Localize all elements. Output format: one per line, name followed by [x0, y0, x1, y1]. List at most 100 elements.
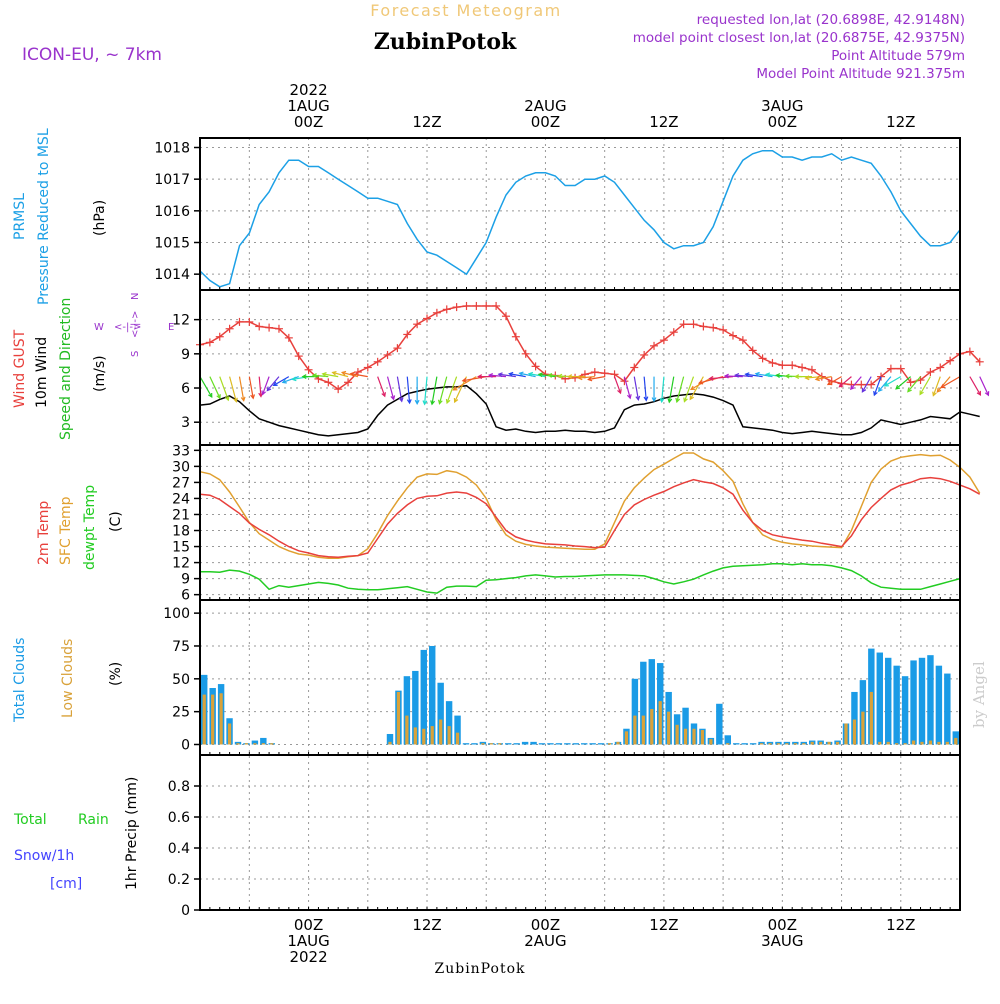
total-cloud-bar: [597, 743, 605, 745]
gust-marker: [650, 341, 659, 350]
wind10-line: [199, 384, 980, 437]
total-cloud-bar: [851, 691, 858, 745]
gust-marker: [501, 312, 510, 321]
y-tick-label: 50: [172, 672, 190, 688]
low-cloud-bar: [709, 739, 713, 745]
low-cloud-bar: [903, 743, 907, 745]
gust-marker: [363, 363, 372, 372]
gust-marker: [482, 301, 491, 310]
compass-w: W: [94, 322, 104, 333]
wind-direction-arrow: [406, 376, 412, 405]
wind-direction-arrow: [487, 372, 507, 378]
gust-marker: [807, 365, 816, 374]
wind-direction-arrow: [979, 376, 990, 397]
gust-marker: [975, 357, 984, 366]
low-cloud-bar: [692, 728, 696, 745]
low-cloud-bar: [202, 694, 206, 745]
wind-direction-arrow: [272, 376, 290, 386]
panel-frames: [199, 137, 961, 911]
wind-direction-arrow: [804, 375, 822, 381]
y-tick-label: 12: [172, 313, 190, 329]
total-cloud-bar: [437, 682, 444, 745]
wind-panel: [196, 301, 990, 437]
total-cloud-bar: [944, 673, 951, 745]
total-cloud-bar: [724, 735, 731, 745]
wind-direction-arrow: [437, 376, 448, 405]
low-cloud-bar: [633, 715, 637, 745]
wind-direction-arrow: [861, 376, 872, 393]
wind-direction-arrow: [613, 376, 622, 395]
total-cloud-bar: [910, 660, 917, 745]
wind-direction-arrow: [266, 376, 280, 392]
time-label: 00Z: [294, 113, 323, 131]
wind-direction-arrow: [567, 374, 585, 380]
wind-direction-arrow: [623, 376, 632, 400]
time-label: 2022: [289, 948, 327, 966]
y-tick-label: 0.2: [168, 872, 190, 888]
wind-direction-arrow: [477, 374, 497, 380]
low-cloud-bar: [895, 743, 899, 745]
wind-unit-label: (m/s): [92, 355, 108, 392]
low-cloud-bar: [650, 709, 654, 745]
y-tick-label: 100: [163, 606, 190, 622]
total-cloud-bar: [589, 743, 596, 745]
gust-marker: [265, 323, 274, 332]
low-cloud-bar: [244, 743, 249, 745]
snow-label: Snow/1h: [14, 848, 74, 864]
low-cloud-bar: [447, 726, 451, 745]
y-tick-label: 6: [181, 381, 190, 397]
y-tick-label: 1014: [154, 267, 190, 283]
gust-marker: [590, 368, 599, 377]
station-title: ZubinPotok: [374, 29, 517, 55]
total-cloud-bar: [648, 659, 655, 745]
wind-direction-arrow: [229, 376, 238, 403]
total-cloud-bar: [505, 743, 512, 745]
time-label: 2AUG: [524, 97, 566, 115]
wind-direction-arrow: [936, 376, 951, 393]
wind-direction-arrow: [321, 372, 339, 378]
low-cloud-bar: [911, 740, 916, 745]
y-axis-ticks: 1014101510161017101836912691215182124273…: [154, 141, 200, 919]
cloud-unit-label: (%): [108, 662, 124, 686]
total-cloud-bar: [462, 743, 470, 745]
time-label: 00Z: [768, 916, 797, 934]
wind-direction-arrow: [877, 376, 892, 393]
gust-marker: [442, 305, 451, 314]
total-cloud-bar: [429, 645, 436, 745]
total-cloud-bar: [260, 737, 267, 745]
total-cloud-bar: [581, 743, 588, 745]
y-tick-label: 21: [172, 507, 190, 523]
gust-marker: [669, 328, 678, 337]
wind-direction-arrow: [633, 376, 641, 401]
gust-marker: [334, 385, 343, 394]
wind-direction-arrow: [377, 376, 386, 398]
gust-marker: [413, 320, 422, 329]
closest-coords: model point closest lon,lat (20.6875E, 4…: [633, 30, 965, 46]
y-tick-label: 0: [181, 903, 190, 919]
gust-marker: [245, 317, 254, 326]
gust-marker: [699, 322, 708, 331]
gust-marker: [294, 352, 303, 361]
wind-direction-arrow: [919, 376, 931, 396]
compass-n: N: [130, 293, 141, 300]
gust-label: Wind GUST: [12, 329, 28, 408]
gust-marker: [511, 332, 520, 341]
total-cloud-bar: [538, 743, 546, 745]
gust-marker: [738, 336, 747, 345]
gust-marker: [748, 346, 757, 355]
gust-marker: [886, 364, 895, 373]
low-cloud-bar: [236, 743, 240, 745]
low-cloud-bar: [759, 743, 764, 745]
gust-marker: [344, 378, 353, 387]
y-tick-label: 1016: [154, 204, 190, 220]
gust-marker: [531, 362, 540, 371]
wind-direction-arrow: [527, 371, 546, 378]
gust-marker: [906, 378, 915, 387]
compass-arrows: <-|->: [114, 322, 141, 333]
low-cloud-bar: [861, 711, 865, 745]
wind-direction-arrow: [754, 371, 773, 378]
gust-marker: [225, 324, 234, 333]
total-cloud-bar: [901, 676, 909, 745]
gust-marker: [205, 338, 214, 347]
